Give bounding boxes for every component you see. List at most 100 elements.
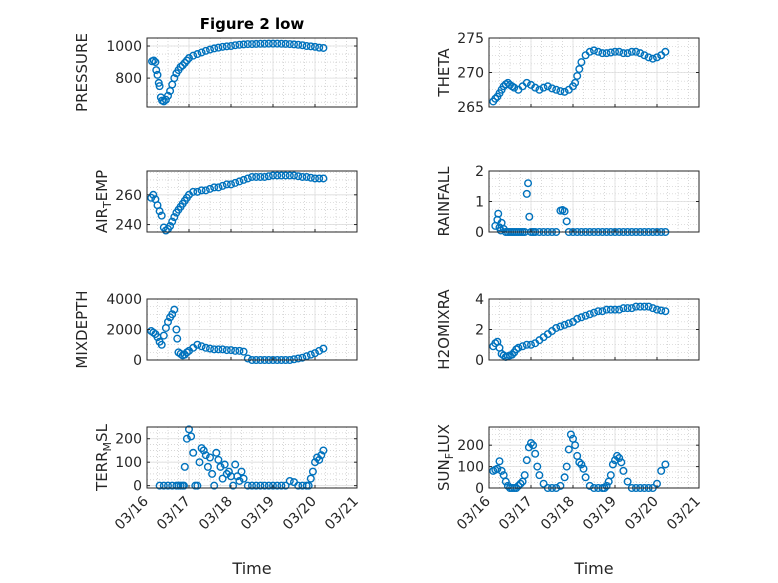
data-point: [176, 62, 185, 71]
data-point: [317, 451, 326, 460]
data-point: [315, 43, 324, 52]
data-point: [494, 209, 503, 218]
data-point: [252, 172, 261, 181]
data-point: [239, 347, 248, 356]
data-point: [180, 462, 189, 471]
data-point: [627, 47, 636, 56]
y-tick-label: 100: [115, 455, 142, 471]
x-axis-label-right: Time: [573, 559, 613, 578]
data-point: [264, 172, 273, 181]
data-point: [159, 331, 168, 340]
data-point: [193, 481, 202, 490]
data-point: [302, 42, 311, 51]
data-point: [159, 481, 168, 490]
data-point: [210, 44, 219, 53]
data-point: [222, 346, 231, 355]
data-point: [294, 40, 303, 49]
x-tick-label: 03/16: [112, 493, 152, 533]
data-point: [182, 434, 191, 443]
y-tick-label: 200: [457, 438, 484, 454]
subplot-8: 0 100 200 03/16 03/17 03/18 03/19 03/20 03/21 SUN…: [435, 424, 704, 533]
subplot-5: 0 2000 4000 MIXDEPTH: [73, 290, 358, 369]
data-point: [575, 458, 584, 467]
data-point: [531, 449, 540, 458]
data-point: [606, 471, 615, 480]
data-point: [495, 457, 504, 466]
data-point: [304, 481, 313, 490]
data-point: [222, 469, 231, 478]
data-point: [560, 207, 569, 216]
data-point: [201, 343, 210, 352]
data-point: [247, 481, 256, 490]
data-point: [533, 462, 542, 471]
data-point: [306, 173, 315, 182]
data-point: [535, 85, 544, 94]
data-point: [231, 346, 240, 355]
data-point: [243, 354, 252, 363]
data-point: [543, 82, 552, 91]
data-point: [157, 211, 166, 220]
data-point: [527, 340, 536, 349]
y-tick-label: 260: [115, 188, 142, 204]
x-tick-label: 03/21: [322, 494, 362, 534]
data-point: [311, 458, 320, 467]
data-point: [214, 455, 223, 464]
data-point: [260, 39, 269, 48]
data-point: [193, 340, 202, 349]
data-point: [170, 213, 179, 222]
axes-box: [146, 426, 358, 489]
data-point: [564, 319, 573, 328]
y-axis-label: SUNFLUX: [435, 424, 456, 491]
x-axis-label-left: Time: [231, 559, 271, 578]
data-point: [653, 53, 662, 62]
data-point: [222, 42, 231, 51]
figure-title: Figure 2 low: [200, 15, 305, 33]
data-point: [243, 40, 252, 49]
data-point: [155, 82, 164, 91]
y-axis-label: H2OMIXRA: [435, 289, 453, 370]
data-point: [210, 481, 219, 490]
data-point: [632, 47, 641, 56]
data-point: [229, 481, 238, 490]
data-point: [627, 304, 636, 313]
y-tick-label: 0: [133, 353, 142, 369]
data-point: [319, 174, 328, 183]
data-point: [170, 74, 179, 83]
y-axis-label: PRESSURE: [73, 33, 91, 112]
data-point: [205, 453, 214, 462]
data-point: [548, 84, 557, 93]
x-tick-label: 03/18: [538, 494, 578, 534]
data-point: [231, 178, 240, 187]
data-point: [315, 174, 324, 183]
data-point: [552, 323, 561, 332]
x-tick-label: 03/20: [280, 494, 320, 534]
data-point: [168, 217, 177, 226]
x-tick-label: 03/16: [454, 493, 494, 533]
data-point: [644, 302, 653, 311]
data-point: [311, 349, 320, 358]
data-point: [319, 344, 328, 353]
data-point: [235, 177, 244, 186]
data-point: [155, 481, 164, 490]
data-point: [315, 346, 324, 355]
data-point: [566, 430, 575, 439]
data-point: [199, 446, 208, 455]
x-tick-label: 03/20: [622, 494, 662, 534]
data-point: [210, 183, 219, 192]
data-point: [516, 479, 525, 488]
data-point: [273, 171, 282, 180]
data-point: [611, 305, 620, 314]
data-point: [581, 473, 590, 482]
data-point: [189, 448, 198, 457]
data-point: [302, 352, 311, 361]
data-point: [298, 353, 307, 362]
data-point: [617, 458, 626, 467]
data-point: [281, 39, 290, 48]
data-point: [531, 83, 540, 92]
data-point: [277, 39, 286, 48]
data-point: [615, 305, 624, 314]
x-tick-label: 03/17: [154, 494, 194, 534]
data-point: [231, 41, 240, 50]
